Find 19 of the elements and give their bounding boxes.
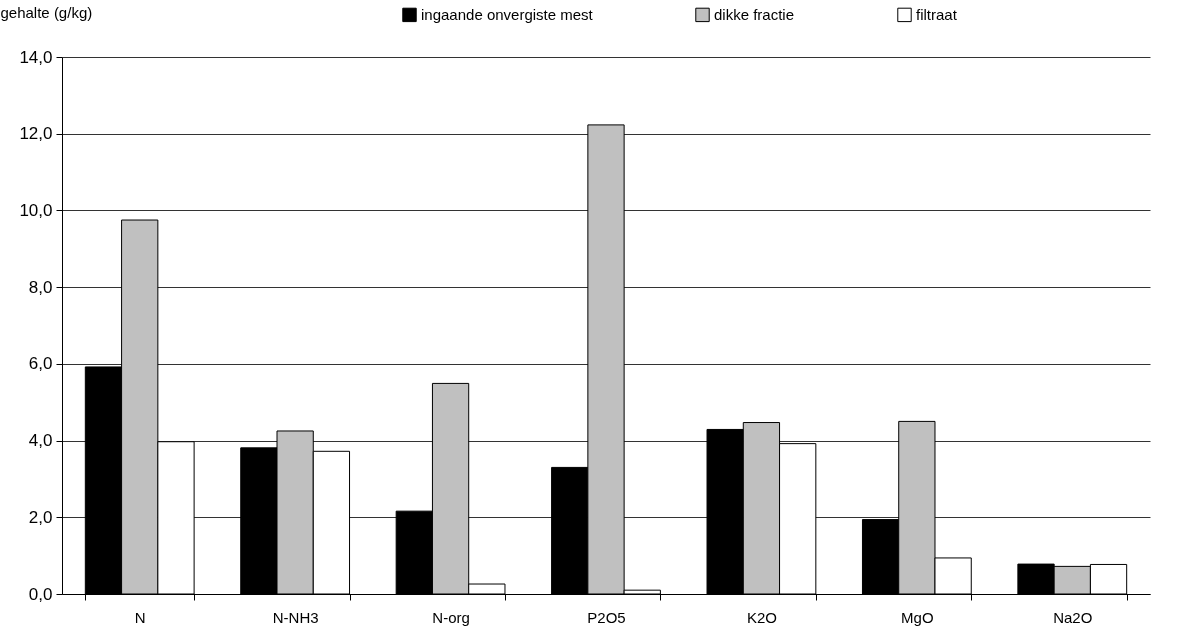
y-axis-title: gehalte (g/kg) [0, 3, 93, 21]
x-tick-label: N-NH3 [272, 608, 319, 626]
legend-label: dikke fractie [714, 5, 795, 23]
y-tick-label: 8,0 [28, 277, 53, 297]
x-tick-label: MgO [901, 608, 934, 626]
y-tick-label: 14,0 [19, 47, 53, 67]
y-tick-label: 10,0 [19, 200, 53, 220]
x-tick-label: Na2O [1053, 608, 1093, 626]
x-tick-label: P2O5 [587, 608, 626, 626]
y-tick-label: 2,0 [28, 507, 53, 527]
y-tick-label: 6,0 [28, 354, 53, 374]
x-tick-label: N-org [432, 608, 470, 626]
y-tick-label: 12,0 [19, 124, 53, 144]
y-tick-label: 0,0 [28, 584, 53, 604]
x-tick-label: N [134, 608, 146, 626]
legend-label: filtraat [916, 5, 958, 23]
y-tick-label: 4,0 [28, 431, 53, 451]
legend-label: ingaande onvergiste mest [421, 5, 594, 23]
x-tick-label: K2O [746, 608, 777, 626]
